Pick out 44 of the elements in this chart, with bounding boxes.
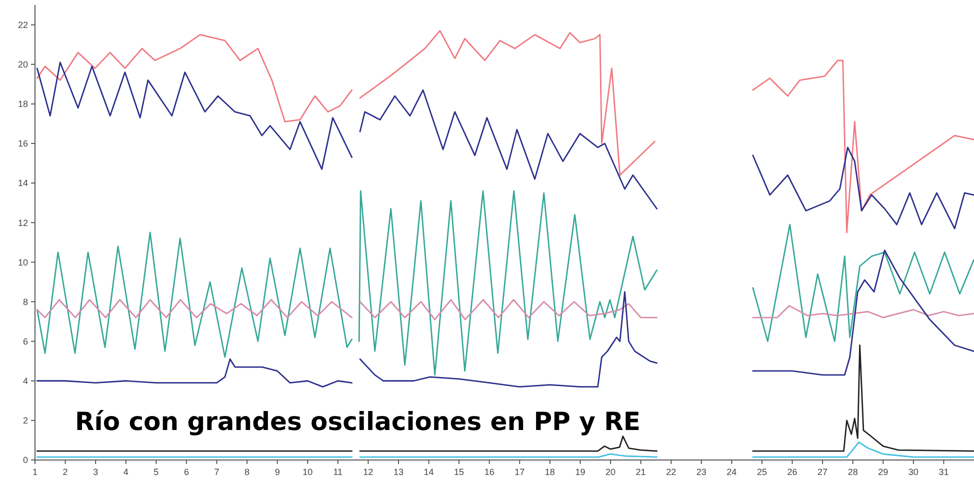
x-tick-label: 19 [575, 467, 586, 477]
x-tick-label: 31 [938, 467, 949, 477]
x-tick-label: 1 [32, 467, 38, 477]
x-tick-label: 25 [756, 467, 767, 477]
x-tick-label: 20 [606, 467, 616, 477]
x-tick-label: 28 [848, 467, 858, 477]
y-tick-label: 0 [22, 455, 28, 466]
y-tick-label: 22 [18, 20, 28, 30]
x-tick-label: 3 [93, 467, 98, 477]
y-tick-label: 16 [18, 138, 28, 149]
x-tick-label: 18 [544, 467, 555, 477]
x-tick-label: 10 [302, 467, 313, 477]
x-tick-label: 27 [818, 467, 828, 477]
x-tick-label: 4 [123, 467, 128, 477]
x-tick-label: 29 [878, 467, 888, 477]
x-tick-label: 30 [908, 467, 918, 477]
x-tick-label: 21 [636, 467, 646, 477]
x-tick-label: 7 [214, 467, 220, 477]
x-tick-label: 5 [154, 467, 159, 477]
x-tick-label: 6 [184, 467, 189, 477]
x-tick-label: 14 [424, 467, 434, 477]
x-tick-label: 8 [244, 467, 250, 477]
y-tick-label: 18 [18, 99, 28, 110]
x-tick-label: 24 [726, 467, 737, 477]
y-tick-label: 4 [22, 376, 28, 386]
x-tick-label: 9 [274, 467, 280, 477]
x-tick-label: 23 [696, 467, 706, 477]
y-tick-label: 2 [22, 416, 28, 426]
x-tick-label: 15 [454, 467, 464, 477]
y-tick-label: 20 [18, 60, 28, 70]
y-tick-label: 12 [18, 218, 28, 228]
y-tick-label: 8 [22, 296, 28, 307]
x-tick-label: 12 [363, 467, 374, 477]
x-tick-label: 17 [514, 467, 525, 477]
x-tick-label: 2 [62, 467, 68, 477]
y-tick-label: 6 [22, 336, 28, 346]
x-tick-label: 22 [666, 467, 676, 477]
x-tick-label: 11 [333, 467, 343, 477]
y-tick-label: 10 [18, 257, 28, 268]
annotation: Río con grandes oscilaciones en PP y RE [75, 407, 640, 436]
x-tick-label: 13 [393, 467, 404, 477]
x-tick-label: 26 [787, 467, 798, 477]
y-tick-label: 14 [18, 178, 28, 188]
x-tick-label: 16 [484, 467, 494, 477]
